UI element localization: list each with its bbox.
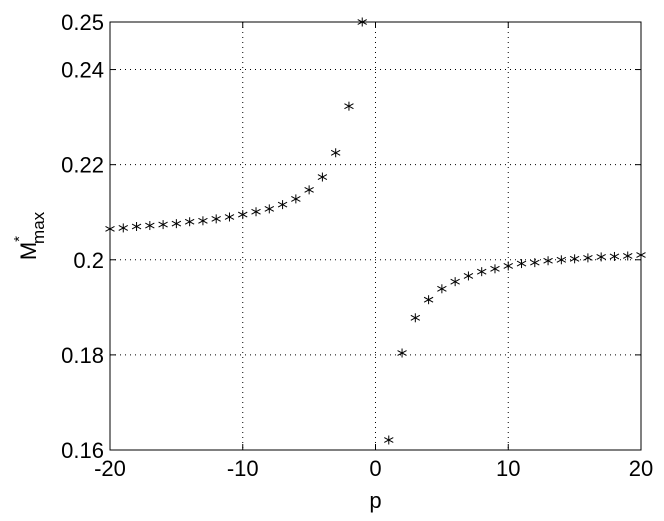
y-tick-label: 0.18 xyxy=(61,343,104,368)
point xyxy=(503,261,513,271)
asterisk-stroke xyxy=(238,211,248,218)
y-tick-label: 0.25 xyxy=(61,10,104,35)
point xyxy=(636,250,646,260)
y-tick-label: 0.2 xyxy=(73,248,104,273)
asterisk-stroke xyxy=(184,218,195,225)
point xyxy=(211,214,221,224)
plot-frame xyxy=(109,21,642,451)
y-label-sup: * xyxy=(11,236,28,242)
point xyxy=(131,221,142,231)
asterisk-stroke xyxy=(105,225,115,232)
y-label-sub: max xyxy=(29,211,48,244)
asterisk-stroke xyxy=(158,221,168,228)
asterisk-stroke xyxy=(636,252,646,258)
asterisk-stroke xyxy=(145,222,155,229)
x-axis-label: p xyxy=(369,488,381,513)
asterisk-stroke xyxy=(211,215,221,222)
asterisk-stroke xyxy=(251,208,261,215)
asterisk-stroke xyxy=(410,314,421,321)
point xyxy=(622,251,633,261)
y-label-base: M xyxy=(16,242,41,260)
point xyxy=(384,435,394,445)
asterisk-stroke xyxy=(198,217,208,224)
point xyxy=(543,256,553,266)
point xyxy=(304,185,314,195)
asterisk-stroke xyxy=(317,174,328,180)
asterisk-stroke xyxy=(450,278,460,285)
point xyxy=(344,101,354,111)
asterisk-stroke xyxy=(569,255,580,262)
asterisk-stroke xyxy=(516,260,527,267)
asterisk-stroke xyxy=(622,253,633,259)
point xyxy=(423,295,434,305)
asterisk-stroke xyxy=(476,268,487,275)
y-tick-label: 0.24 xyxy=(61,58,104,83)
asterisk-stroke xyxy=(384,437,394,443)
point xyxy=(556,255,567,265)
asterisk-stroke xyxy=(463,273,474,279)
point xyxy=(516,259,527,269)
point xyxy=(251,207,261,217)
asterisk-stroke xyxy=(530,259,540,266)
x-tick-label: 20 xyxy=(629,456,653,481)
point xyxy=(609,251,620,261)
asterisk-stroke xyxy=(171,220,182,227)
asterisk-stroke xyxy=(556,256,567,263)
point xyxy=(397,348,407,358)
point xyxy=(158,220,168,230)
point xyxy=(437,284,447,294)
asterisk-stroke xyxy=(490,265,500,272)
asterisk-stroke xyxy=(357,19,367,25)
point xyxy=(198,216,208,226)
asterisk-stroke xyxy=(131,223,142,230)
point xyxy=(171,219,182,229)
asterisk-stroke xyxy=(291,195,301,202)
y-tick-label: 0.22 xyxy=(61,153,104,178)
asterisk-stroke xyxy=(330,149,341,156)
point xyxy=(330,148,341,158)
asterisk-stroke xyxy=(423,296,434,303)
x-tick-label: 10 xyxy=(496,456,520,481)
y-tick-label: 0.16 xyxy=(61,438,104,463)
point xyxy=(450,277,460,287)
point xyxy=(583,253,593,263)
point xyxy=(105,224,115,234)
asterisk-stroke xyxy=(277,201,288,208)
asterisk-stroke xyxy=(264,205,275,212)
asterisk-stroke xyxy=(609,253,620,260)
asterisk-stroke xyxy=(503,263,513,269)
x-tick-label: -20 xyxy=(94,456,126,481)
point xyxy=(184,217,195,227)
asterisk-stroke xyxy=(596,254,606,260)
point xyxy=(277,200,288,210)
point xyxy=(264,204,275,214)
asterisk-stroke xyxy=(437,285,447,292)
asterisk-stroke xyxy=(543,257,553,264)
point xyxy=(291,194,301,204)
point xyxy=(145,221,155,231)
asterisk-stroke xyxy=(118,225,129,231)
point xyxy=(596,252,606,262)
point xyxy=(530,258,540,268)
point xyxy=(410,313,421,323)
point xyxy=(224,212,235,222)
point xyxy=(357,17,367,27)
point xyxy=(490,264,500,274)
x-tick-label: -10 xyxy=(227,456,259,481)
asterisk-stroke xyxy=(397,350,407,356)
y-axis-label: M*max xyxy=(11,211,48,260)
point xyxy=(118,223,129,233)
point xyxy=(476,267,487,277)
asterisk-stroke xyxy=(344,103,354,110)
asterisk-stroke xyxy=(583,254,593,261)
asterisk-stroke xyxy=(304,186,314,193)
x-tick-label: 0 xyxy=(369,456,381,481)
point xyxy=(463,271,474,281)
asterisk-stroke xyxy=(224,214,235,220)
point xyxy=(238,210,248,220)
point xyxy=(317,172,328,182)
point xyxy=(569,254,580,264)
